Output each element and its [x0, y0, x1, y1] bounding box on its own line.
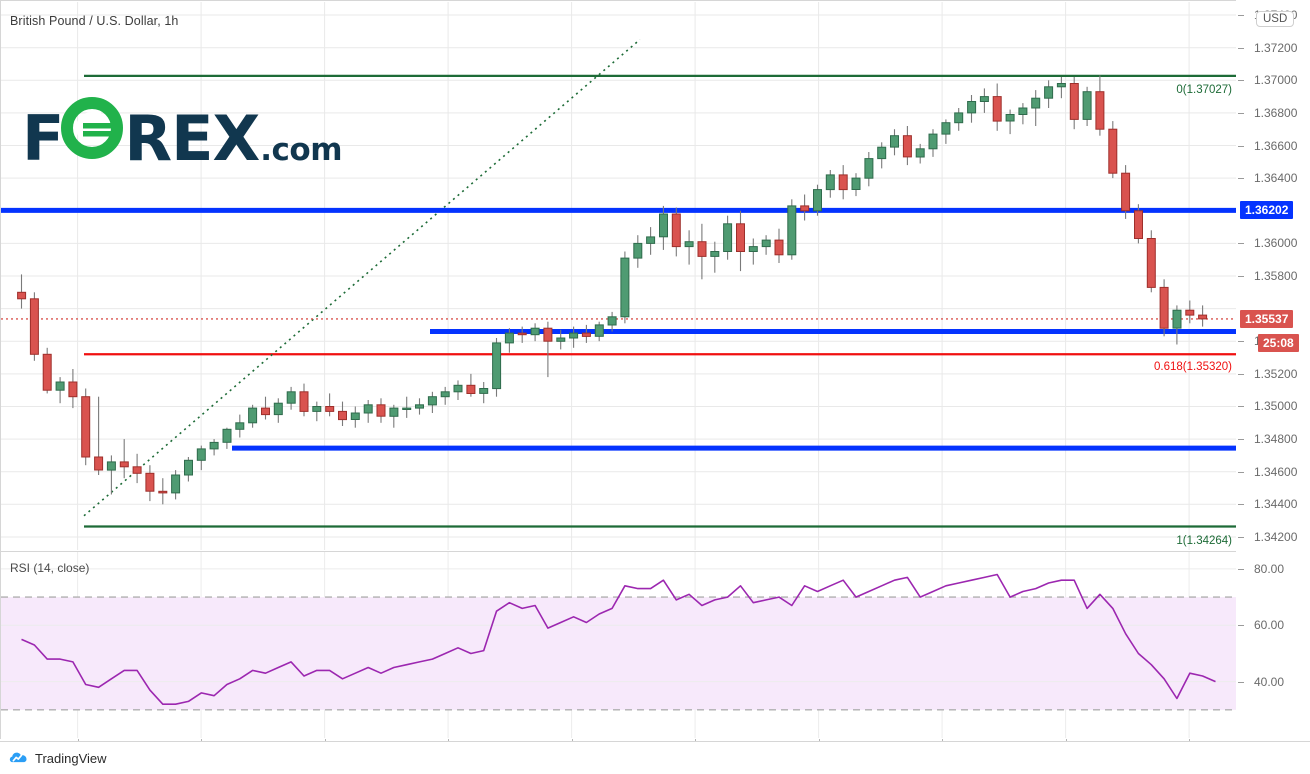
footer-bar: TradingView: [0, 741, 1310, 774]
price-axis-tick: [1238, 373, 1244, 375]
price-axis-tick: [1238, 341, 1244, 343]
price-axis-label: 1.36400: [1254, 171, 1298, 186]
price-axis-label: 1.35200: [1254, 366, 1298, 381]
chart-frame-top: [0, 0, 1310, 1]
chart-frame-left: [0, 0, 1, 767]
price-axis-tick: [1238, 243, 1244, 245]
rsi-axis-tick: [1238, 625, 1244, 627]
rsi-axis-tick: [1238, 568, 1244, 570]
price-axis-tick: [1238, 112, 1244, 114]
countdown-badge[interactable]: 25:08: [1258, 333, 1299, 352]
tradingview-cloud-icon[interactable]: [9, 748, 29, 768]
rsi-indicator-title[interactable]: RSI (14, close): [10, 561, 90, 575]
price-axis[interactable]: USD 1.374001.372001.370001.368001.366001…: [1236, 0, 1310, 739]
rsi-axis-label: 40.00: [1254, 674, 1285, 689]
price-axis-label: 1.34200: [1254, 529, 1298, 544]
price-axis-tick: [1238, 276, 1244, 277]
price-axis-tick: [1238, 504, 1244, 506]
rsi-axis-label: 80.00: [1254, 561, 1285, 576]
price-axis-label: 1.36600: [1254, 138, 1298, 153]
chart-pane-divider: [0, 551, 1310, 552]
price-axis-label: 1.34600: [1254, 464, 1298, 479]
price-axis-tick: [1238, 178, 1244, 180]
price-axis-tick: [1238, 15, 1244, 17]
price-level-badge[interactable]: 1.36202: [1240, 201, 1294, 220]
price-axis-tick: [1238, 47, 1244, 49]
chart-title: British Pound / U.S. Dollar, 1h: [10, 14, 179, 28]
price-axis-label: 1.34800: [1254, 432, 1298, 447]
rsi-axis-tick: [1238, 681, 1244, 683]
price-axis-label: 1.35800: [1254, 269, 1298, 283]
price-axis-tick: [1238, 471, 1244, 473]
rsi-axis-label: 60.00: [1254, 618, 1285, 633]
price-axis-label: 1.37000: [1254, 73, 1298, 88]
price-axis-label: 1.36800: [1254, 105, 1298, 120]
price-axis-label: 1.37200: [1254, 40, 1298, 55]
price-axis-tick: [1238, 80, 1244, 82]
last-price-badge[interactable]: 1.35537: [1240, 309, 1294, 328]
price-axis-label: 1.35000: [1254, 399, 1298, 414]
price-axis-label: 1.36000: [1254, 236, 1298, 251]
tradingview-brand-label[interactable]: TradingView: [35, 750, 107, 766]
price-axis-tick: [1238, 439, 1244, 441]
price-axis-tick: [1238, 145, 1244, 147]
price-axis-tick: [1238, 406, 1244, 408]
price-axis-tick: [1238, 536, 1244, 538]
fib-level-label-2: 1(1.34264): [1176, 534, 1232, 547]
fib-level-label-1: 0.618(1.35320): [1153, 361, 1232, 374]
price-axis-label: 1.34400: [1254, 497, 1298, 512]
fib-level-label-0: 0(1.37027): [1176, 83, 1232, 96]
currency-badge[interactable]: USD: [1256, 11, 1295, 27]
